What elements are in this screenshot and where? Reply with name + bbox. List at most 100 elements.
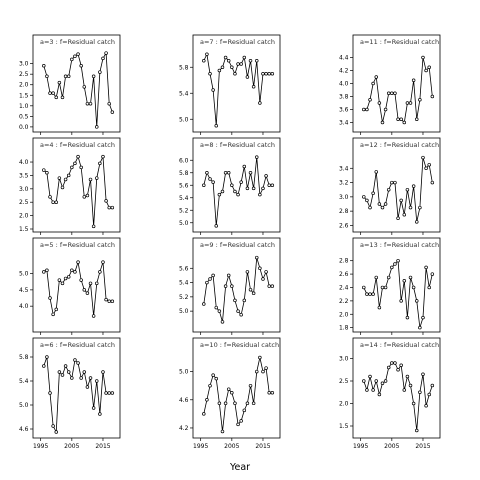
y-tick-label: 1.0 <box>19 103 29 110</box>
data-point <box>371 81 375 86</box>
data-point <box>368 374 372 379</box>
data-point <box>402 279 407 283</box>
data-point <box>104 51 108 55</box>
data-point <box>402 120 407 125</box>
data-point <box>393 262 397 266</box>
data-point <box>60 281 65 286</box>
data-point <box>380 205 385 210</box>
data-point <box>267 390 271 395</box>
y-tick-label: 5.8 <box>179 170 189 177</box>
data-point <box>427 65 431 69</box>
data-point <box>48 296 52 300</box>
data-point <box>255 58 259 63</box>
data-point <box>245 75 250 79</box>
data-point <box>362 195 366 199</box>
data-point <box>73 270 77 274</box>
panel-strip-label: a=11 : f=Residual catch <box>360 38 439 46</box>
data-point <box>418 97 422 102</box>
y-tick-label: 3.6 <box>339 107 349 114</box>
data-point <box>261 71 265 76</box>
data-point <box>104 199 108 203</box>
data-point <box>402 388 407 392</box>
panel-frame <box>352 137 441 233</box>
data-point <box>217 68 222 73</box>
data-point <box>85 385 90 389</box>
data-point <box>264 366 268 370</box>
data-point <box>261 369 265 374</box>
y-tick-label: 4.0 <box>339 81 349 88</box>
data-point <box>220 65 225 69</box>
data-point <box>42 64 46 68</box>
data-point <box>205 280 209 285</box>
data-point <box>430 383 435 388</box>
data-point <box>85 193 90 198</box>
data-point <box>48 195 52 199</box>
y-tick-label: 1.5 <box>19 226 29 233</box>
data-point <box>415 428 419 433</box>
data-point <box>427 162 431 167</box>
data-point <box>57 370 62 374</box>
data-point <box>399 299 403 303</box>
panel-2: a=4 : f=Residual catch 1.5 2.0 2.5 3.0 3.5 4.0 <box>19 137 121 235</box>
data-point <box>211 373 215 377</box>
data-point <box>51 200 55 204</box>
x-tick-label: 2005 <box>384 443 399 450</box>
data-point <box>248 171 253 175</box>
y-tick-label: 0.0 <box>19 124 29 131</box>
data-point <box>258 266 262 271</box>
y-tick-label: 5.4 <box>179 195 189 202</box>
panel-1: a=3 : f=Residual catch 0.0 0.5 1.0 1.5 2.0 2.5… <box>19 34 121 135</box>
y-tick-label: 2.6 <box>339 222 349 229</box>
data-point <box>88 376 93 380</box>
x-tick-label: 1995 <box>193 443 208 450</box>
data-point <box>233 401 237 406</box>
data-point <box>248 383 253 388</box>
data-point <box>411 401 416 406</box>
y-tick-label: 3.0 <box>339 194 349 201</box>
data-point <box>399 117 403 121</box>
data-point <box>202 412 206 416</box>
data-point <box>66 173 71 178</box>
y-tick-label: 5.8 <box>179 64 189 71</box>
panel-10: a=12 : f=Residual catch 2.6 2.8 3.0 3.2 3.4 <box>339 137 441 235</box>
data-point <box>365 388 369 392</box>
data-point <box>390 91 394 95</box>
y-tick-label: 5.2 <box>179 207 189 214</box>
data-point <box>270 183 275 188</box>
data-point <box>236 422 240 427</box>
y-tick-label: 2.8 <box>339 208 349 215</box>
data-point <box>60 95 65 100</box>
data-point <box>418 390 422 395</box>
data-point <box>60 373 65 377</box>
data-point <box>42 168 46 172</box>
y-tick-label: 2.0 <box>339 401 349 408</box>
data-point <box>66 74 71 79</box>
data-point <box>73 161 77 166</box>
data-point <box>421 55 425 60</box>
data-point <box>220 320 225 324</box>
data-point <box>91 314 96 318</box>
data-point <box>242 55 247 60</box>
data-point <box>270 284 275 288</box>
data-point <box>57 278 62 282</box>
data-point <box>107 299 111 304</box>
data-point <box>408 205 413 210</box>
data-point <box>371 292 375 296</box>
data-point <box>220 429 225 434</box>
data-point <box>98 70 102 74</box>
data-point <box>70 376 74 380</box>
x-tick-label: 2015 <box>95 443 110 450</box>
data-point <box>51 312 55 317</box>
panel-grid: a=3 : f=Residual catch 0.0 0.5 1.0 1.5 2.0 2.5… <box>19 34 441 450</box>
data-point <box>76 52 80 56</box>
data-point <box>396 368 400 372</box>
data-point <box>396 216 400 221</box>
panel-8: a=10 : f=Residual catch 4.2 4.6 5.0 1995 2005… <box>179 337 281 450</box>
panel-frame <box>32 337 121 439</box>
y-tick-label: 2.4 <box>339 284 349 291</box>
data-point <box>362 379 366 383</box>
data-point <box>79 278 83 282</box>
data-point <box>368 97 372 102</box>
data-point <box>264 71 268 76</box>
y-tick-label: 2.5 <box>339 378 349 385</box>
